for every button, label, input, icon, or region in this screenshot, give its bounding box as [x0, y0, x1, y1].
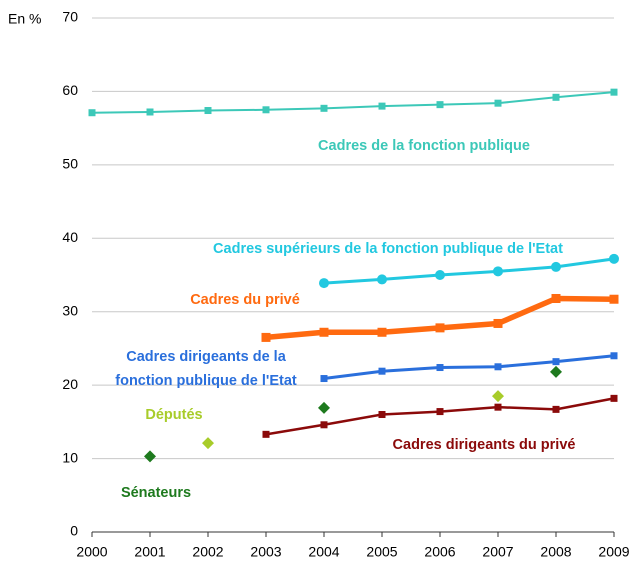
y-tick-label: 70	[62, 9, 78, 25]
y-axis-label: En %	[8, 11, 41, 27]
y-tick-label: 10	[62, 449, 78, 465]
marker	[436, 101, 444, 109]
marker	[435, 323, 445, 333]
series-line	[323, 257, 615, 285]
series-label: Cadres dirigeants de la fonction publique…	[115, 349, 297, 389]
marker	[202, 437, 214, 450]
y-tick-label: 0	[70, 523, 78, 539]
series-label: Députés	[145, 407, 202, 423]
x-tick-label: 2007	[482, 544, 513, 560]
marker	[144, 450, 156, 463]
marker	[552, 405, 560, 413]
series-label: Cadres dirigeants du privé	[393, 437, 576, 453]
marker	[609, 253, 619, 264]
marker	[609, 294, 619, 304]
x-tick-label: 2003	[250, 544, 281, 560]
x-tick-label: 2001	[134, 544, 165, 560]
marker	[492, 390, 504, 403]
marker	[261, 332, 271, 342]
marker	[552, 93, 560, 101]
marker	[378, 367, 386, 375]
marker	[493, 318, 503, 328]
y-tick-label: 60	[62, 82, 78, 98]
marker	[377, 327, 387, 337]
marker	[494, 403, 502, 411]
x-tick-label: 2008	[540, 544, 571, 560]
x-tick-label: 2000	[76, 544, 107, 560]
marker	[378, 411, 386, 419]
x-tick-label: 2009	[598, 544, 629, 560]
marker	[319, 327, 329, 337]
marker	[550, 365, 562, 378]
marker	[204, 107, 212, 115]
x-tick-label: 2006	[424, 544, 455, 560]
marker	[436, 408, 444, 416]
marker	[494, 363, 502, 371]
marker	[320, 375, 328, 383]
marker	[262, 430, 270, 438]
marker	[551, 261, 561, 272]
y-tick-label: 30	[62, 302, 78, 318]
series-label: Cadres de la fonction publique	[318, 138, 530, 154]
marker	[552, 358, 560, 366]
y-tick-label: 20	[62, 376, 78, 392]
marker	[610, 88, 618, 96]
marker	[610, 394, 618, 402]
marker	[320, 421, 328, 429]
marker	[494, 99, 502, 107]
marker	[435, 270, 445, 280]
series-label: Cadres supérieurs de la fonction publiqu…	[213, 241, 563, 257]
x-tick-label: 2002	[192, 544, 223, 560]
x-tick-label: 2005	[366, 544, 397, 560]
marker	[610, 352, 618, 360]
y-tick-label: 40	[62, 229, 78, 245]
marker	[320, 104, 328, 112]
y-tick-label: 50	[62, 156, 78, 172]
marker	[551, 293, 561, 303]
x-tick-label: 2004	[308, 544, 339, 560]
marker	[436, 364, 444, 372]
series-label: Cadres du privé	[190, 292, 300, 308]
marker	[319, 278, 329, 289]
marker	[378, 102, 386, 110]
marker	[88, 109, 96, 117]
series-line	[265, 397, 615, 436]
marker	[493, 266, 503, 277]
marker	[146, 108, 154, 116]
marker	[318, 401, 330, 414]
series-label: Sénateurs	[121, 485, 191, 501]
series-line	[91, 91, 615, 114]
series-line	[323, 354, 615, 381]
marker	[377, 274, 387, 285]
marker	[262, 106, 270, 114]
